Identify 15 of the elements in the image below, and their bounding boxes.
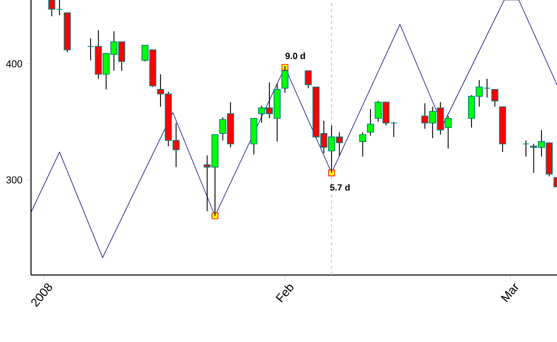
x-tick-label: Feb (276, 284, 294, 302)
candlestick (304, 70, 312, 89)
candlestick (359, 132, 366, 158)
point (328, 170, 335, 176)
point (212, 212, 218, 220)
annotation: 9.0 d (285, 52, 305, 60)
candlestick (281, 66, 288, 94)
annotation: 5.7 d (330, 184, 350, 191)
candlestick (522, 140, 530, 158)
x-tick-label: Mar (500, 283, 518, 302)
line-series (31, 0, 557, 258)
y-tick-label: 300 (6, 176, 22, 184)
candlestick (366, 108, 374, 136)
candlestick (491, 88, 498, 108)
y-tick-label: 400 (6, 60, 22, 68)
